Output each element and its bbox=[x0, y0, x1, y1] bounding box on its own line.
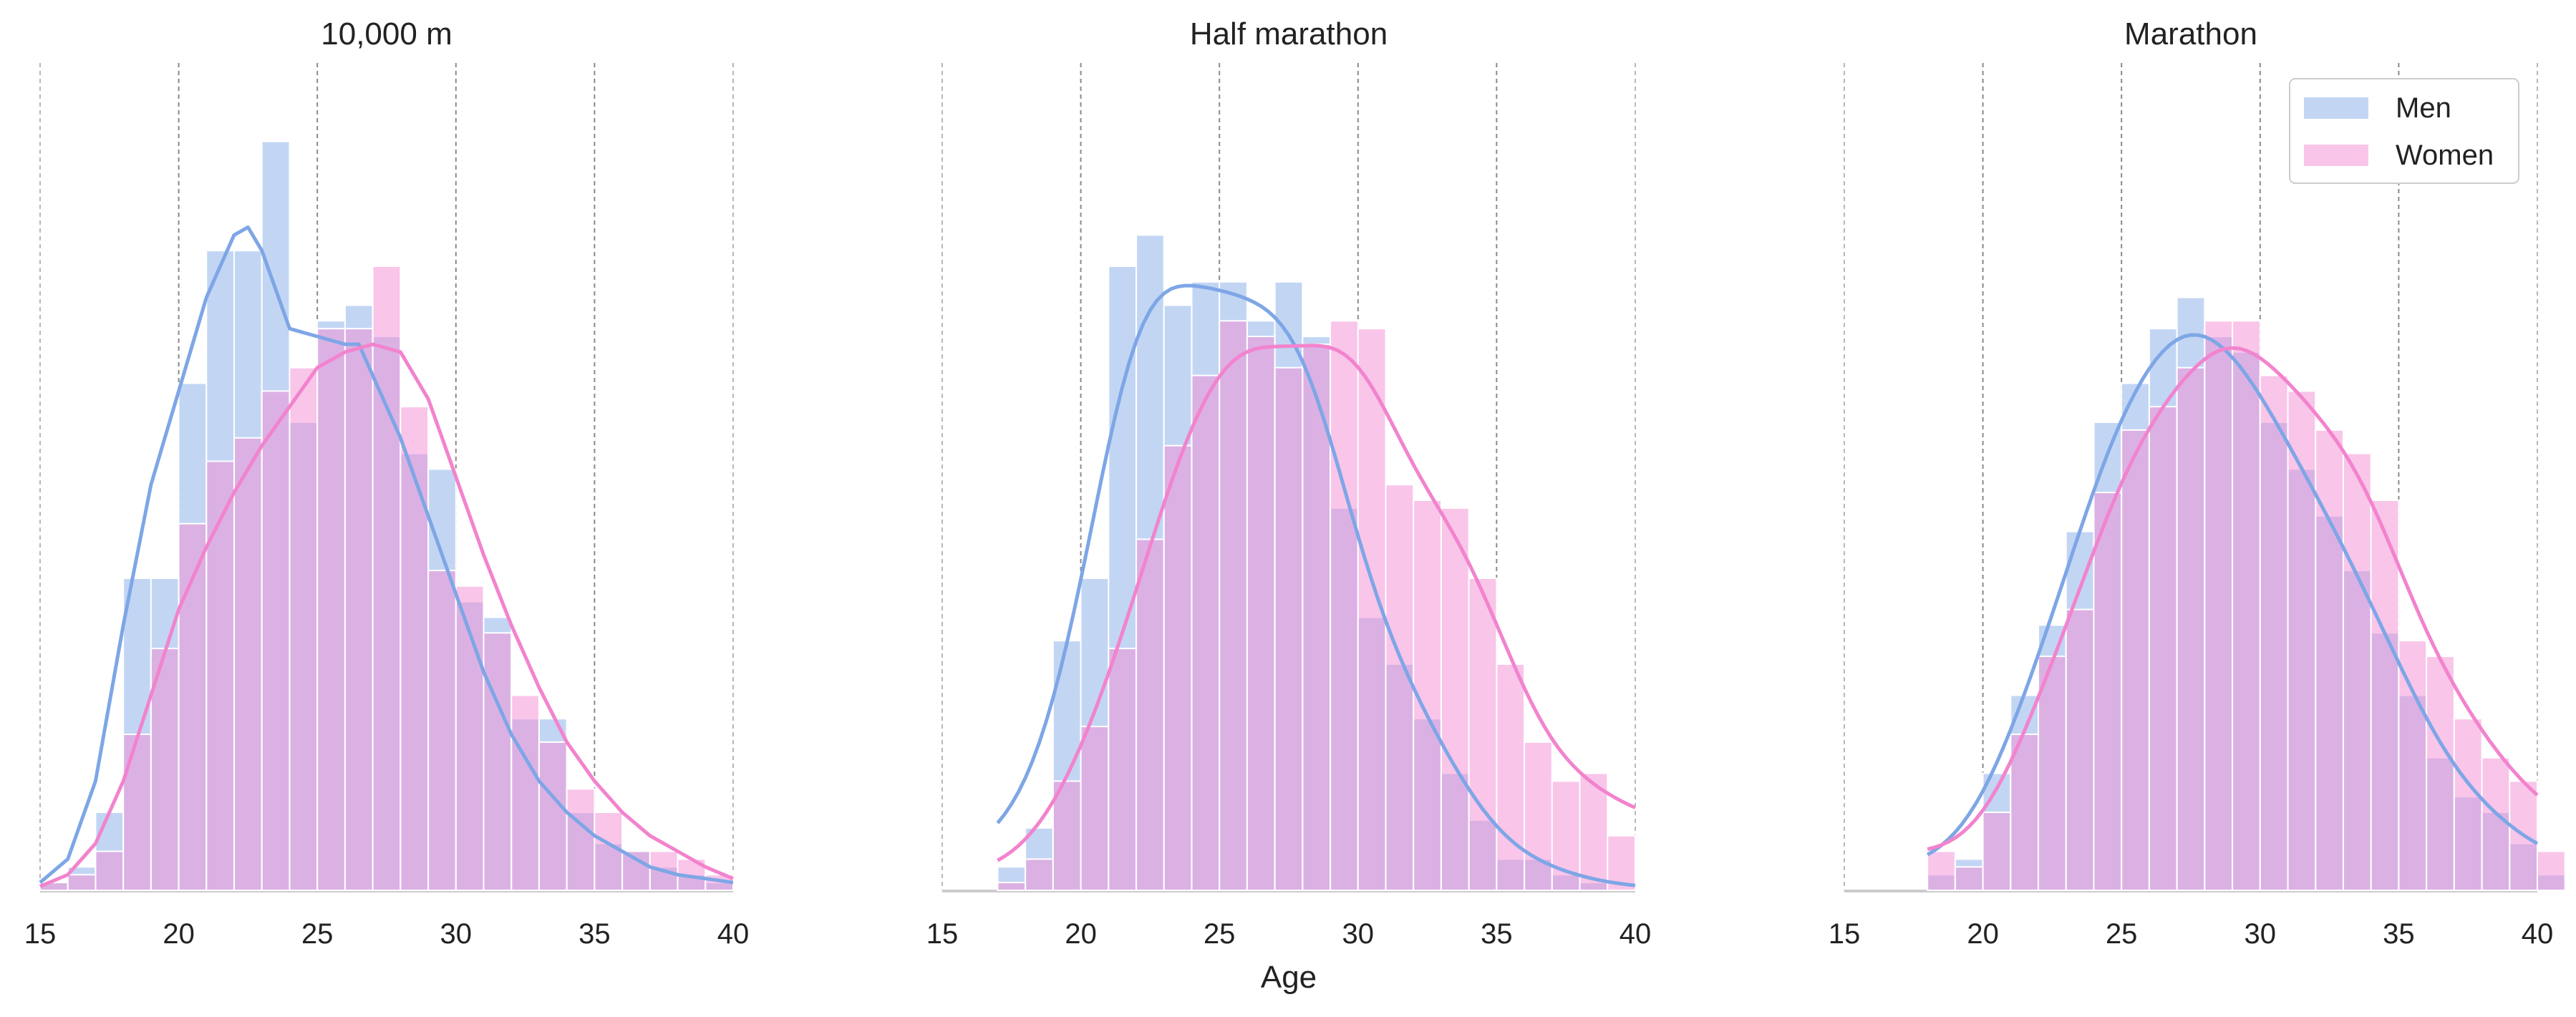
women-bar bbox=[2038, 656, 2067, 891]
women-kde-line bbox=[1927, 346, 2539, 852]
women-bar bbox=[400, 406, 430, 891]
legend: Men Women bbox=[2289, 78, 2519, 184]
women-bar bbox=[67, 874, 97, 891]
x-tick-label: 25 bbox=[1204, 918, 1236, 950]
women-bars bbox=[1927, 320, 2566, 892]
x-tick-label: 20 bbox=[1967, 918, 1999, 950]
women-bar bbox=[1330, 320, 1359, 891]
x-axis-label: Age bbox=[1261, 960, 1317, 995]
men-kde-line bbox=[996, 283, 1636, 887]
women-bar bbox=[372, 266, 402, 891]
x-tick-label: 15 bbox=[1829, 918, 1861, 950]
panel-title: 10,000 m bbox=[321, 16, 452, 52]
x-tick-label: 15 bbox=[24, 918, 57, 950]
panel-title: Marathon bbox=[2124, 16, 2257, 52]
x-tick-label: 30 bbox=[2245, 918, 2277, 950]
men-kde-line bbox=[39, 225, 734, 885]
women-bar bbox=[1246, 336, 1276, 892]
x-tick-label: 35 bbox=[578, 918, 611, 950]
panel-2: Half marathon 15 20 25 30 35 40 bbox=[926, 16, 1652, 950]
women-bar bbox=[2426, 656, 2455, 891]
women-bar bbox=[2481, 756, 2511, 891]
legend-swatch-men bbox=[2304, 97, 2368, 119]
women-bar bbox=[2204, 320, 2234, 891]
women-bar bbox=[344, 328, 374, 891]
legend-swatch-women bbox=[2304, 145, 2368, 166]
women-bar bbox=[510, 694, 540, 891]
women-bar bbox=[1468, 578, 1498, 891]
women-bar bbox=[427, 570, 457, 891]
women-bar bbox=[1413, 500, 1442, 891]
women-bar bbox=[2342, 452, 2372, 891]
x-tick-label: 20 bbox=[1065, 918, 1097, 950]
women-bar bbox=[1302, 344, 1332, 891]
women-bar bbox=[1927, 850, 1956, 891]
men-kde-line bbox=[1926, 333, 2539, 857]
women-bar bbox=[1191, 374, 1221, 891]
women-bar bbox=[2093, 492, 2123, 891]
women-bar bbox=[233, 437, 263, 891]
women-bar bbox=[483, 632, 513, 891]
women-bar bbox=[1080, 726, 1110, 891]
women-bar bbox=[1052, 780, 1082, 892]
women-kde-line bbox=[997, 344, 1637, 862]
women-bar bbox=[2259, 374, 2289, 891]
women-bars bbox=[39, 266, 735, 892]
women-bar bbox=[2176, 366, 2206, 891]
women-bar bbox=[1440, 507, 1470, 891]
women-bar bbox=[1136, 538, 1165, 891]
women-bar bbox=[316, 328, 346, 891]
x-tick-label: 20 bbox=[163, 918, 195, 950]
legend-label-women: Women bbox=[2396, 140, 2494, 171]
x-tick-label: 30 bbox=[440, 918, 473, 950]
women-bar bbox=[2148, 406, 2178, 891]
x-tick-label: 40 bbox=[2522, 918, 2554, 950]
women-bars bbox=[997, 320, 1637, 892]
women-bar bbox=[2537, 850, 2566, 891]
x-tick-label: 25 bbox=[2106, 918, 2138, 950]
women-bar bbox=[594, 812, 624, 891]
women-bar bbox=[95, 850, 125, 891]
panel-title: Half marathon bbox=[1190, 16, 1388, 52]
panel-3: Marathon 15 20 25 30 35 40 bbox=[1829, 16, 2566, 950]
women-bar bbox=[2232, 320, 2261, 891]
x-tick-label: 35 bbox=[2383, 918, 2415, 950]
women-bar bbox=[1385, 484, 1415, 891]
women-bar bbox=[1274, 366, 1304, 891]
x-tick-label: 25 bbox=[301, 918, 334, 950]
women-bar bbox=[2453, 718, 2483, 892]
women-bar bbox=[2370, 500, 2400, 891]
women-bar bbox=[122, 734, 152, 891]
women-bar bbox=[2398, 640, 2428, 891]
women-bar bbox=[1524, 741, 1553, 892]
women-bar bbox=[1982, 812, 2012, 891]
women-bar bbox=[2121, 429, 2150, 891]
women-bar bbox=[566, 788, 596, 892]
women-bar bbox=[1108, 648, 1138, 891]
women-bar bbox=[1025, 858, 1054, 892]
women-bar bbox=[1579, 772, 1609, 891]
x-tick-label: 30 bbox=[1342, 918, 1375, 950]
women-bar bbox=[178, 522, 208, 891]
women-kde-line bbox=[39, 342, 734, 888]
x-tick-label: 40 bbox=[717, 918, 750, 950]
x-tick-label: 15 bbox=[926, 918, 959, 950]
women-bar bbox=[2065, 608, 2095, 891]
women-bar bbox=[997, 882, 1027, 891]
women-bar bbox=[261, 390, 291, 891]
x-tick-label: 35 bbox=[1481, 918, 1513, 950]
women-bar bbox=[1954, 866, 1984, 892]
legend-label-men: Men bbox=[2396, 92, 2451, 124]
x-tick-label: 40 bbox=[1619, 918, 1652, 950]
women-bar bbox=[1496, 663, 1526, 892]
women-bar bbox=[289, 366, 319, 891]
panel-1: 10,000 m 15 20 25 30 35 40 bbox=[24, 16, 750, 950]
women-bar bbox=[1219, 320, 1248, 891]
women-bar bbox=[1163, 444, 1193, 891]
women-bar bbox=[2287, 390, 2317, 891]
women-bar bbox=[205, 460, 236, 891]
women-bar bbox=[2010, 734, 2040, 891]
women-bar bbox=[538, 741, 568, 892]
